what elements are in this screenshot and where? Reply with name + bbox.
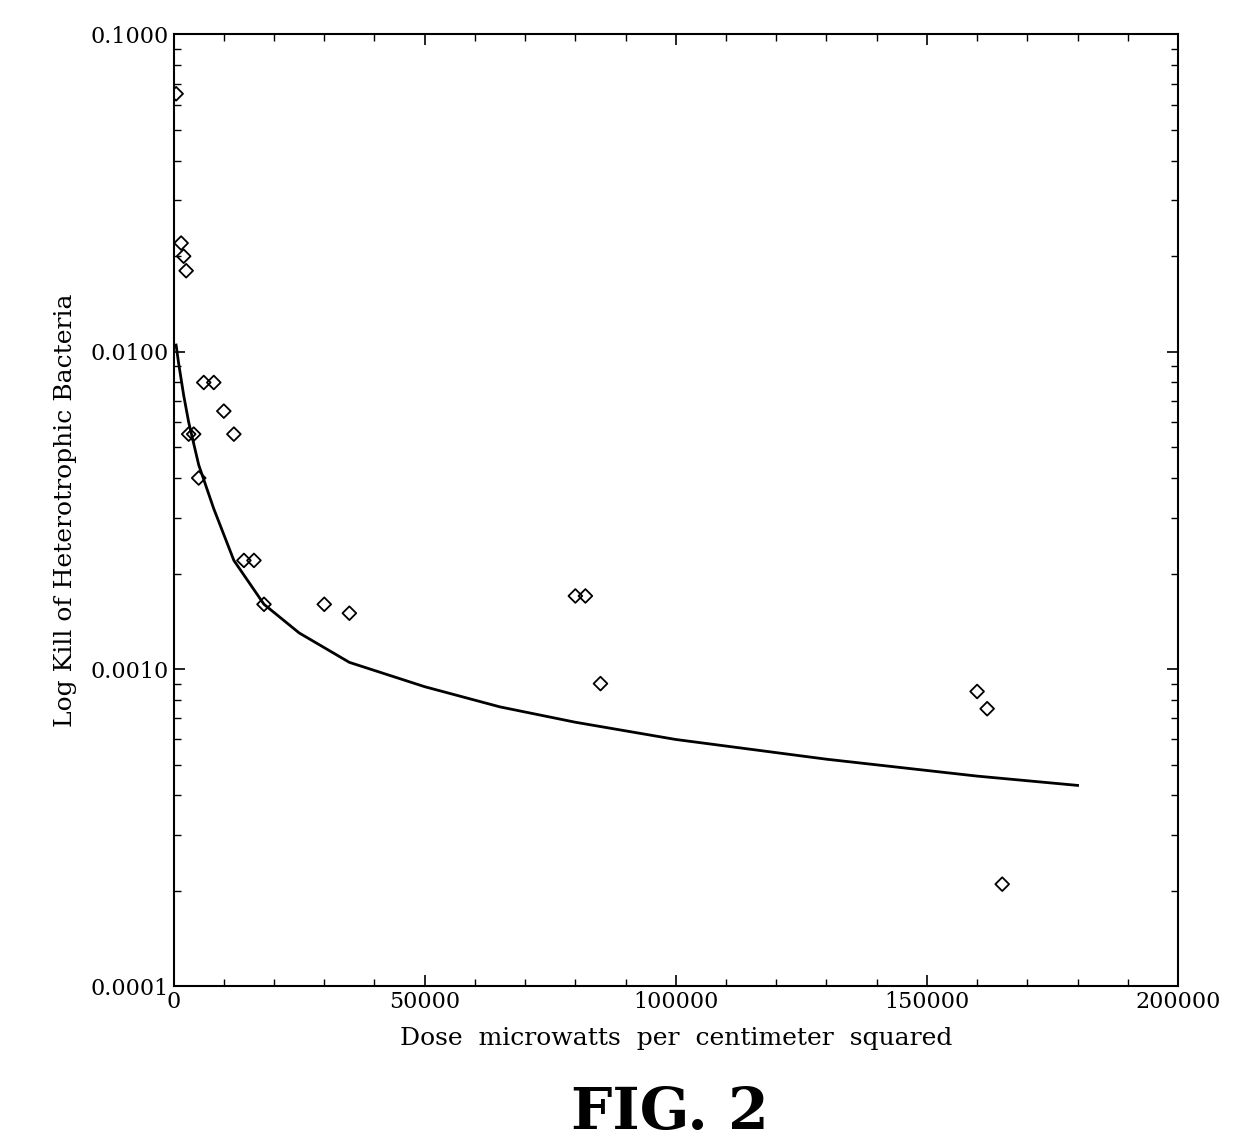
Point	[575, 587, 595, 606]
Point	[224, 424, 244, 443]
Point	[244, 552, 264, 570]
Point	[188, 469, 208, 487]
Point	[590, 674, 610, 693]
Point	[193, 373, 213, 391]
X-axis label: Dose  microwatts  per  centimeter  squared: Dose microwatts per centimeter squared	[399, 1028, 952, 1051]
Point	[315, 595, 335, 614]
Point	[992, 875, 1012, 894]
Point	[215, 401, 234, 420]
Point	[171, 234, 191, 252]
Point	[184, 424, 203, 443]
Point	[176, 262, 196, 280]
Point	[174, 247, 193, 265]
Point	[967, 682, 987, 701]
Point	[340, 604, 360, 623]
Point	[254, 595, 274, 614]
Point	[179, 424, 198, 443]
Point	[977, 700, 997, 718]
Text: FIG. 2: FIG. 2	[570, 1085, 769, 1140]
Point	[565, 587, 585, 606]
Point	[234, 552, 254, 570]
Point	[166, 85, 186, 103]
Y-axis label: Log Kill of Heterotrophic Bacteria: Log Kill of Heterotrophic Bacteria	[53, 294, 77, 727]
Point	[203, 373, 223, 391]
